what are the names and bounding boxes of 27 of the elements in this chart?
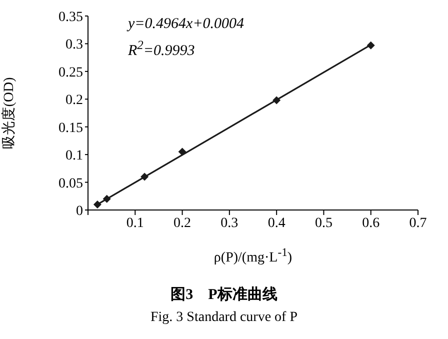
point	[140, 172, 149, 181]
y-tick-label: 0.2	[66, 93, 83, 108]
y-tick-label: 0.05	[58, 176, 83, 192]
x-tick-label: 0.2	[174, 216, 192, 231]
point	[102, 194, 111, 203]
y-tick-label: 0	[76, 204, 83, 219]
text: Fig. 3 Standard curve of P	[150, 310, 298, 326]
point	[93, 200, 102, 208]
y-axis-title: 吸光度(OD)	[0, 76, 17, 149]
y-tick-label: 0.15	[58, 120, 83, 136]
x-tick-label: 0.3	[220, 216, 238, 231]
annotation: R$^{2}$=0.9993	[128, 38, 195, 60]
point	[178, 148, 186, 156]
x-tick-label: 0.5	[314, 216, 332, 231]
y-tick-label: 0.25	[58, 65, 83, 80]
x-axis-title: ρ(P)/(mg·L$^{-1}$)	[212, 246, 294, 267]
annotation: y=0.4964x+0.0004	[128, 16, 244, 33]
y-tick-label: 0.3	[66, 38, 83, 53]
x-tick-label: 0.7	[409, 216, 427, 231]
point	[366, 41, 375, 50]
y-tick-label: 0.35	[58, 10, 83, 25]
x-tick-label: 0.4	[268, 216, 286, 231]
text: 图3 P标准曲线	[170, 285, 278, 304]
point	[272, 96, 281, 104]
x-tick-label: 0.1	[126, 216, 144, 231]
x-tick-label: 0.6	[362, 216, 380, 231]
y-tick-label: 0.1	[66, 148, 83, 164]
